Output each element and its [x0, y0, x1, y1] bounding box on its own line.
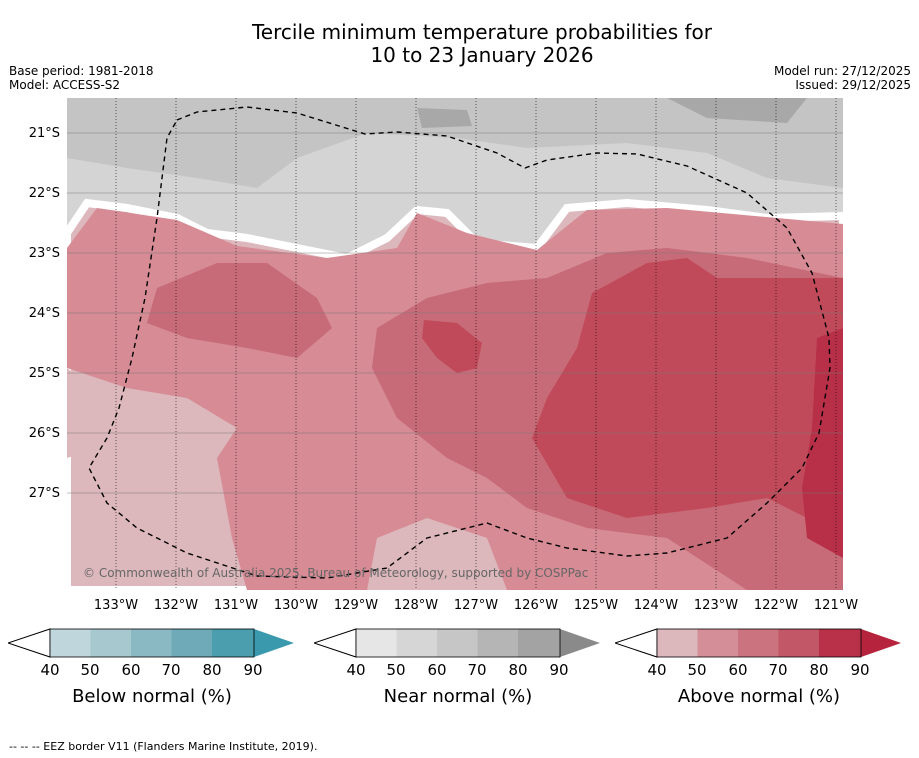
below-tick-50: 50 — [80, 661, 100, 679]
model-run-date: Model run: 27/12/2025 — [773, 64, 911, 78]
lat-label-25s: 25°S — [28, 366, 60, 381]
near-tick-80: 80 — [508, 661, 528, 679]
below-normal-swatch-50 — [50, 629, 91, 657]
above-tick-60: 60 — [728, 661, 748, 679]
above-tick-40: 40 — [647, 661, 667, 679]
above-normal-colorbar — [615, 628, 901, 658]
lon-label-132w: 132°W — [153, 598, 199, 613]
above-normal-title: Above normal (%) — [677, 686, 841, 707]
lat-label-24s: 24°S — [28, 306, 60, 321]
below-normal-title: Below normal (%) — [72, 686, 232, 707]
lon-label-123w: 123°W — [693, 598, 739, 613]
above-normal-swatch-60 — [697, 629, 738, 657]
below-normal-swatch-60 — [90, 629, 131, 657]
near-tick-40: 40 — [346, 661, 366, 679]
below-normal-arrow-low — [8, 628, 51, 658]
below-tick-80: 80 — [202, 661, 222, 679]
above-normal-50-south — [367, 518, 507, 590]
probability-map: © Commonwealth of Australia 2025, Bureau… — [67, 98, 843, 590]
longitude-gridlines — [115, 98, 837, 590]
lat-label-27s: 27°S — [28, 486, 60, 501]
above-normal-70-west — [147, 263, 332, 358]
eez-footnote: -- -- -- EEZ border V11 (Flanders Marine… — [9, 740, 318, 753]
base-period: Base period: 1981-2018 — [9, 64, 154, 78]
above-normal-swatch-70 — [738, 629, 779, 657]
lon-label-122w: 122°W — [753, 598, 799, 613]
above-normal-swatch-50 — [657, 629, 698, 657]
above-normal-80-patch — [422, 320, 482, 373]
lon-label-124w: 124°W — [633, 598, 679, 613]
above-normal-swatch-90 — [819, 629, 861, 657]
lon-label-129w: 129°W — [333, 598, 379, 613]
above-normal-90-region — [802, 328, 843, 558]
near-normal-swatch-50 — [356, 629, 397, 657]
near-normal-arrow-low — [314, 628, 357, 658]
near-normal-80-patch — [417, 108, 472, 128]
latitude-gridlines — [67, 132, 843, 494]
lat-label-23s: 23°S — [28, 246, 60, 261]
near-normal-title: Near normal (%) — [383, 686, 533, 707]
above-tick-90: 90 — [850, 661, 870, 679]
lon-label-131w: 131°W — [213, 598, 259, 613]
eez-border — [88, 106, 831, 579]
model-name: Model: ACCESS-S2 — [9, 78, 121, 92]
below-normal-colorbar — [8, 628, 294, 658]
lon-label-128w: 128°W — [393, 598, 439, 613]
near-normal-colorbar — [314, 628, 600, 658]
above-tick-70: 70 — [768, 661, 788, 679]
lat-label-26s: 26°S — [28, 426, 60, 441]
near-tick-60: 60 — [427, 661, 447, 679]
below-normal-arrow-high — [254, 629, 294, 657]
near-normal-swatch-80 — [477, 629, 518, 657]
above-tick-50: 50 — [687, 661, 707, 679]
near-normal-swatch-70 — [437, 629, 478, 657]
chart-title-line2: 10 to 23 January 2026 — [370, 43, 594, 67]
below-tick-40: 40 — [40, 661, 60, 679]
lat-label-21s: 21°S — [28, 126, 60, 141]
near-tick-90: 90 — [549, 661, 569, 679]
below-normal-swatch-80 — [171, 629, 212, 657]
lon-label-125w: 125°W — [573, 598, 619, 613]
below-normal-swatch-70 — [131, 629, 172, 657]
above-tick-80: 80 — [809, 661, 829, 679]
copyright-text: © Commonwealth of Australia 2025, Bureau… — [83, 566, 589, 580]
above-normal-80-region — [532, 258, 843, 518]
lon-label-130w: 130°W — [273, 598, 319, 613]
issued-date: Issued: 29/12/2025 — [795, 78, 911, 92]
lon-label-127w: 127°W — [453, 598, 499, 613]
near-tick-70: 70 — [467, 661, 487, 679]
lon-label-133w: 133°W — [93, 598, 139, 613]
above-normal-arrow-low — [615, 628, 658, 658]
near-normal-swatch-90 — [518, 629, 560, 657]
chart-title-line1: Tercile minimum temperature probabilitie… — [251, 20, 713, 44]
near-tick-50: 50 — [386, 661, 406, 679]
above-normal-arrow-high — [861, 629, 901, 657]
above-normal-swatch-80 — [778, 629, 819, 657]
below-tick-70: 70 — [161, 661, 181, 679]
map-svg — [67, 98, 843, 590]
below-normal-swatch-90 — [212, 629, 254, 657]
near-normal-arrow-high — [560, 629, 600, 657]
below-tick-90: 90 — [243, 661, 263, 679]
lon-label-126w: 126°W — [513, 598, 559, 613]
above-normal-50-west — [67, 368, 127, 458]
near-normal-80-patch-east — [667, 98, 807, 123]
lat-label-22s: 22°S — [28, 186, 60, 201]
near-normal-70-region — [67, 98, 843, 188]
below-tick-60: 60 — [121, 661, 141, 679]
lon-label-121w: 121°W — [813, 598, 859, 613]
near-normal-swatch-60 — [396, 629, 437, 657]
